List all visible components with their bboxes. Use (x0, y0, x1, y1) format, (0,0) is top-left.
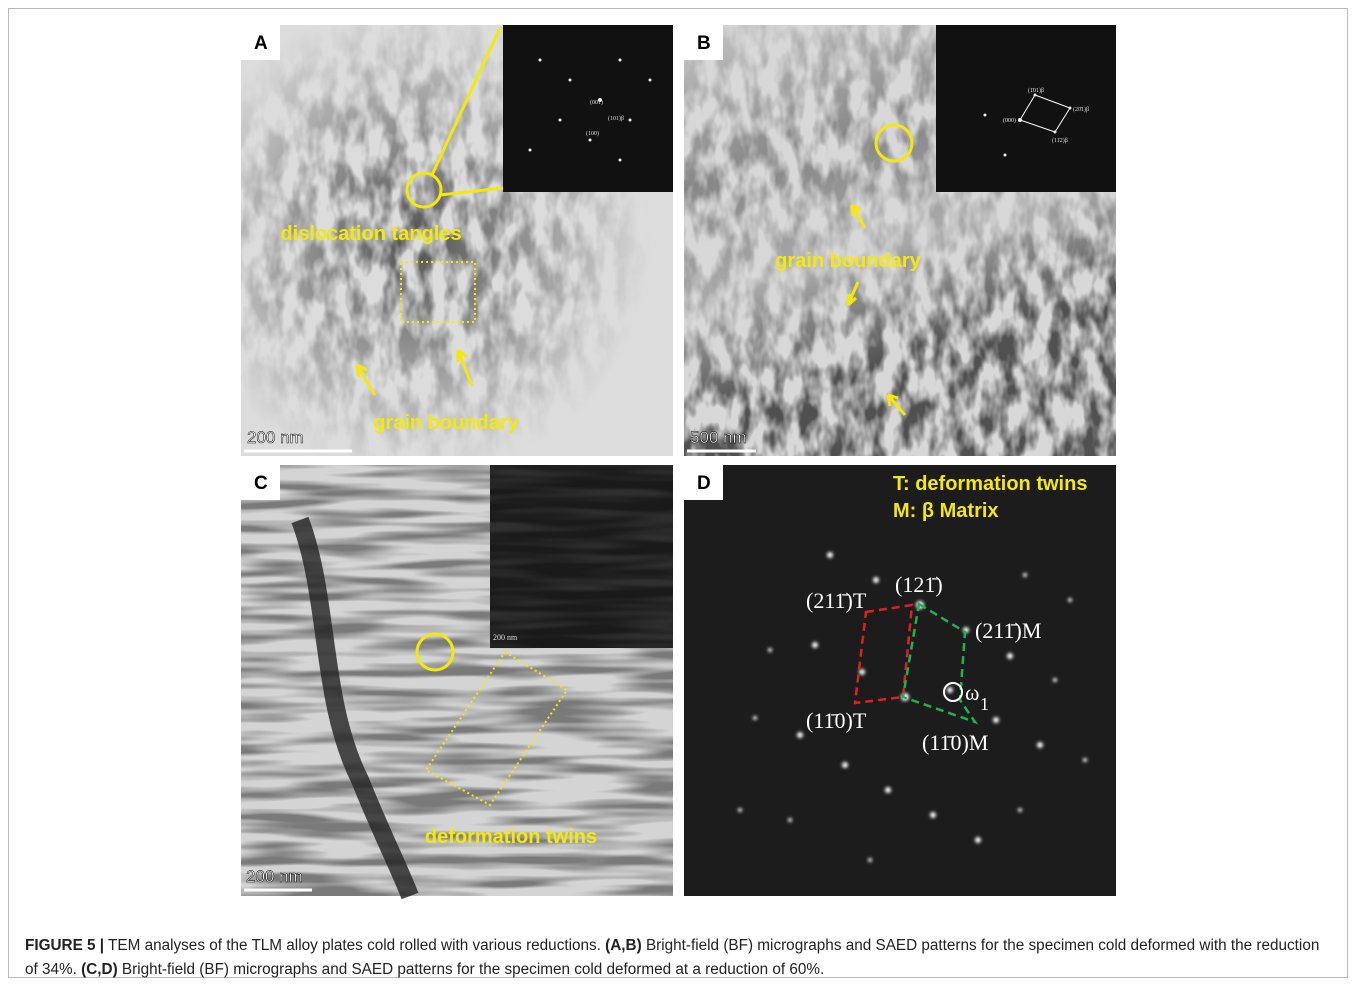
scale-bar-label: 200 nm (246, 867, 303, 886)
caption-text: Bright-field (BF) micrographs and SAED p… (118, 961, 825, 978)
inset-label: (100) (586, 130, 599, 137)
scale-bar-label: 200 nm (247, 428, 304, 447)
panel-letter: D (697, 473, 711, 494)
panel-d: D T: deformation twins M: β Matrix (211̄… (684, 465, 1116, 896)
inset-label: (20̄1)β (1073, 106, 1089, 113)
spot-label: (11̄0)M (922, 730, 988, 755)
caption-text: TEM analyses of the TLM alloy plates col… (104, 937, 605, 954)
page: (001) (101)β (100) A dislocation tangles… (0, 0, 1358, 988)
panel-b: (1̄01)β (20̄1)β (000) (11̄2)β B grain bo… (684, 25, 1116, 456)
annotation: dislocation tangles (280, 223, 461, 245)
spot-label-subscript: 1 (980, 694, 989, 714)
spot-label: (211̄)M (975, 618, 1041, 643)
annotation: deformation twins (425, 826, 597, 848)
spot-label: (211̄)T (806, 588, 867, 613)
legend-entry: M: β Matrix (893, 500, 999, 522)
caption-ref: (A,B) (605, 937, 642, 954)
caption-ref: (C,D) (81, 961, 118, 978)
inset-label: (1̄01)β (1028, 87, 1044, 94)
caption: FIGURE 5 | TEM analyses of the TLM alloy… (25, 934, 1335, 982)
panel-letter: B (697, 33, 711, 54)
caption-label: FIGURE 5 | (25, 937, 104, 954)
panel-a: (001) (101)β (100) A dislocation tangles… (241, 25, 673, 456)
inset-label: (000) (1003, 117, 1016, 124)
spot-label: (121̄) (895, 572, 943, 597)
spot-label: ω (965, 680, 979, 705)
scale-bar-label: 500 nm (690, 428, 747, 447)
figure: (001) (101)β (100) A dislocation tangles… (0, 0, 1358, 910)
panel-c: 200 nm C deformation twins 200 nm (241, 465, 673, 896)
inset-scale-label: 200 nm (493, 633, 518, 642)
inset-label: (101)β (608, 115, 624, 122)
annotation: grain boundary (373, 412, 519, 434)
panel-letter: C (254, 473, 268, 494)
spot-label: (11̄0)T (806, 708, 867, 733)
panel-letter: A (254, 33, 268, 54)
inset-label: (001) (590, 99, 603, 106)
legend-entry: T: deformation twins (893, 473, 1087, 495)
inset-label: (11̄2)β (1052, 137, 1068, 144)
annotation: grain boundary (775, 250, 921, 272)
